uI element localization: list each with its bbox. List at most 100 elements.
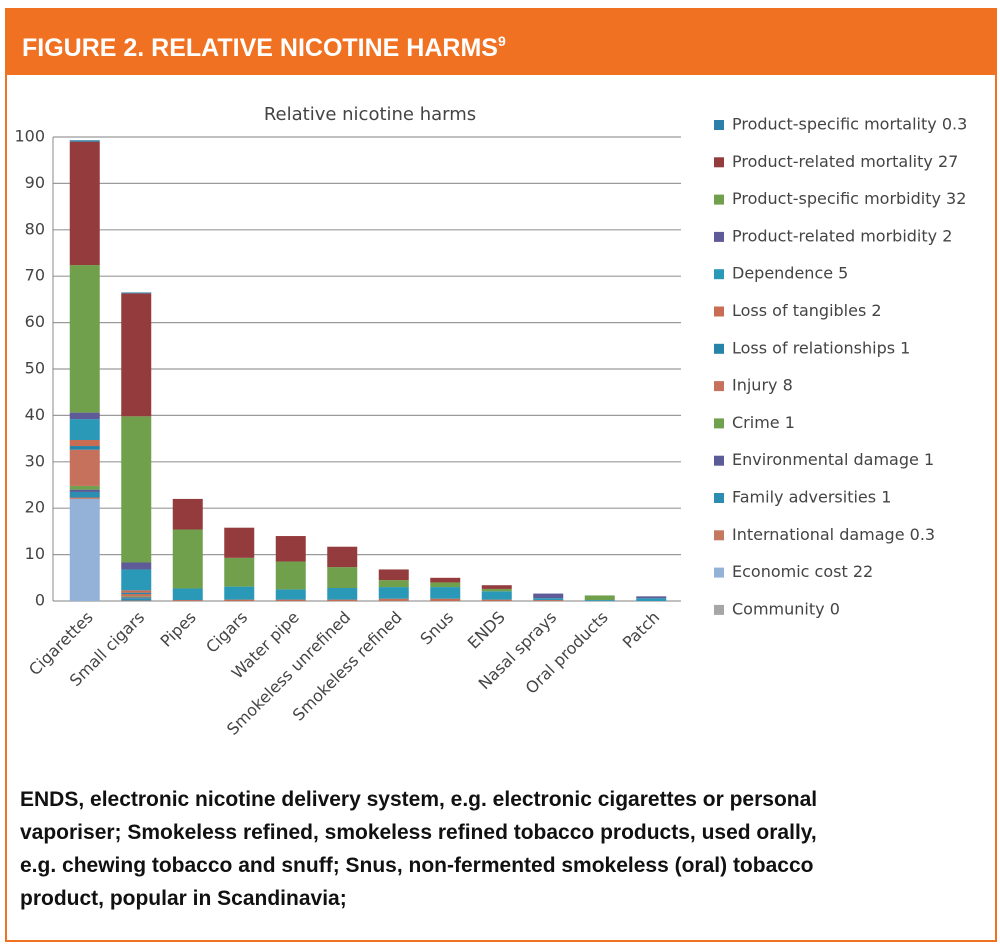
bar-segment bbox=[636, 598, 667, 601]
bar-segment bbox=[172, 600, 203, 601]
legend-label: Community 0 bbox=[732, 599, 840, 618]
legend-label: Product-related morbidity 2 bbox=[732, 226, 952, 245]
bar-segment bbox=[121, 293, 152, 417]
legend-label: Environmental damage 1 bbox=[732, 450, 934, 469]
bar-segment bbox=[172, 498, 203, 530]
legend-label: Loss of tangibles 2 bbox=[732, 301, 882, 320]
bar-segment bbox=[121, 598, 152, 601]
legend-label: Product-related mortality 27 bbox=[732, 152, 958, 171]
bar-segment bbox=[224, 527, 255, 558]
legend-swatch bbox=[714, 530, 724, 541]
legend-swatch bbox=[714, 343, 724, 354]
bar-segment bbox=[636, 596, 667, 599]
bar-segment bbox=[533, 598, 564, 601]
legend-swatch bbox=[714, 493, 724, 503]
y-tick-label: 10 bbox=[25, 544, 45, 563]
bar-segment bbox=[275, 536, 306, 562]
y-tick-label: 30 bbox=[25, 451, 45, 470]
caption: ENDS, electronic nicotine delivery syste… bbox=[20, 788, 818, 910]
bar-segment bbox=[69, 419, 100, 440]
bar-segment bbox=[533, 600, 564, 601]
bar-segment bbox=[481, 585, 512, 589]
legend-label: Family adversities 1 bbox=[732, 488, 891, 507]
bar-segment bbox=[275, 599, 306, 601]
footnote-ref: 9 bbox=[497, 33, 506, 49]
bar-segment bbox=[327, 588, 358, 600]
bar-segment bbox=[121, 597, 152, 599]
legend-swatch bbox=[714, 231, 724, 242]
x-tick-label: Pipes bbox=[157, 608, 200, 651]
bar-segment bbox=[481, 591, 512, 600]
bar-segment bbox=[121, 562, 152, 570]
bar-segment bbox=[378, 598, 409, 601]
bar-segment bbox=[172, 588, 203, 601]
bar-segment bbox=[121, 594, 152, 597]
bar-segment bbox=[69, 491, 100, 498]
bar-segment bbox=[430, 587, 461, 599]
legend-swatch bbox=[714, 306, 724, 317]
y-tick-label: 90 bbox=[25, 173, 45, 192]
chart-title: Relative nicotine harms bbox=[264, 104, 476, 125]
bar-segment bbox=[584, 600, 615, 601]
bar-segment bbox=[584, 595, 615, 601]
legend-swatch bbox=[714, 381, 724, 392]
y-tick-label: 20 bbox=[25, 498, 45, 517]
header-title: FIGURE 2. RELATIVE NICOTINE HARMS bbox=[22, 34, 498, 62]
legend-swatch bbox=[714, 455, 724, 466]
legend-label: International damage 0.3 bbox=[732, 525, 935, 544]
y-tick-label: 70 bbox=[25, 266, 45, 285]
legend-swatch bbox=[714, 567, 724, 578]
bar-segment bbox=[481, 599, 512, 601]
bar-segment bbox=[69, 141, 100, 266]
x-tick-label: ENDS bbox=[464, 608, 509, 653]
legend-swatch bbox=[714, 194, 724, 205]
bar-segment bbox=[121, 590, 152, 593]
y-tick-label: 40 bbox=[25, 405, 45, 424]
bar-segment bbox=[430, 577, 461, 583]
bar-segment bbox=[121, 592, 152, 595]
bar-segment bbox=[69, 498, 100, 601]
bar-segment bbox=[378, 587, 409, 599]
bar-segment bbox=[378, 580, 409, 588]
bar-segment bbox=[430, 582, 461, 588]
legend-label: Economic cost 22 bbox=[732, 562, 873, 581]
legend-swatch bbox=[714, 418, 724, 429]
y-tick-label: 100 bbox=[14, 127, 45, 146]
bar-segment bbox=[378, 569, 409, 581]
legend-label: Product-specific morbidity 32 bbox=[732, 189, 966, 208]
legend-label: Loss of relationships 1 bbox=[732, 338, 910, 357]
legend-swatch bbox=[714, 120, 724, 130]
legend-label: Dependence 5 bbox=[732, 264, 848, 283]
bar-segment bbox=[172, 529, 203, 589]
legend-swatch bbox=[714, 604, 724, 615]
x-tick-label: Cigars bbox=[202, 608, 251, 657]
bar-segment bbox=[69, 485, 100, 490]
bar-segment bbox=[533, 593, 564, 599]
bar-segment bbox=[275, 589, 306, 600]
bar-segment bbox=[69, 412, 100, 420]
y-tick-label: 60 bbox=[25, 312, 45, 331]
bar-segment bbox=[69, 265, 100, 413]
bar-segment bbox=[121, 416, 152, 563]
legend-swatch bbox=[714, 157, 724, 168]
bar-segment bbox=[69, 439, 100, 447]
bar-segment bbox=[69, 140, 100, 142]
legend-label: Injury 8 bbox=[732, 376, 793, 395]
bar-segment bbox=[327, 599, 358, 601]
bar-segment bbox=[430, 598, 461, 601]
bar-segment bbox=[69, 489, 100, 492]
y-tick-label: 50 bbox=[25, 359, 45, 378]
x-tick-label: Patch bbox=[619, 608, 664, 653]
bar-segment bbox=[121, 596, 152, 598]
bar-segment bbox=[69, 446, 100, 450]
legend-label: Crime 1 bbox=[732, 413, 795, 432]
bar-segment bbox=[121, 569, 152, 591]
y-tick-label: 0 bbox=[35, 591, 45, 610]
bar-segment bbox=[121, 292, 152, 294]
bar-segment bbox=[275, 561, 306, 590]
bar-segment bbox=[69, 497, 100, 499]
y-tick-label: 80 bbox=[25, 219, 45, 238]
bar-segment bbox=[327, 546, 358, 568]
chart: Relative nicotine harms 0 10 20 30 40 50 60 70 8… bbox=[14, 104, 967, 739]
